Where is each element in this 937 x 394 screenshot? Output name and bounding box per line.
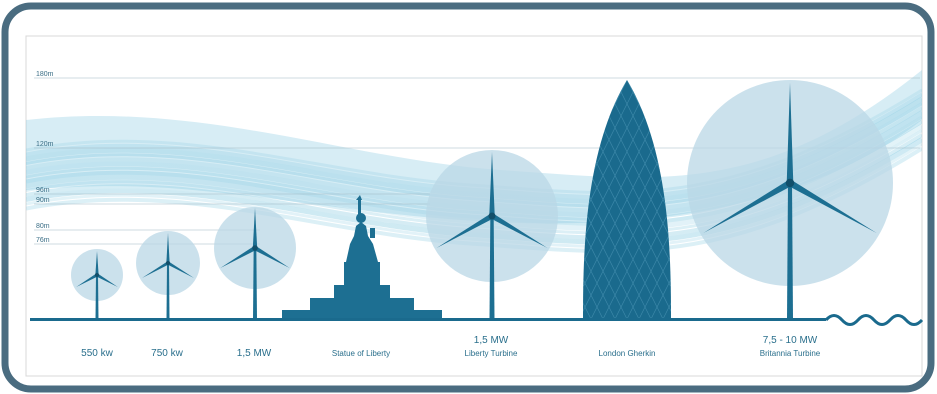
liberty-turbine-blade bbox=[490, 213, 548, 248]
turbine-550kw-tower bbox=[95, 275, 99, 319]
turbine-550kw-blade bbox=[76, 273, 98, 287]
liberty-turbine bbox=[426, 150, 558, 319]
liberty-turbine-blade bbox=[489, 152, 495, 216]
turbine-750kw-blade bbox=[167, 261, 194, 278]
liberty-turbine-tower bbox=[489, 216, 495, 319]
turbine-750kw-blade bbox=[166, 233, 170, 263]
turbine-1-5mw-tower bbox=[253, 248, 257, 319]
structures bbox=[282, 80, 671, 319]
caption-britannia-turbine-name: Britannia Turbine bbox=[760, 349, 821, 358]
turbine-1-5mw-blade bbox=[220, 246, 257, 268]
caption-1-5mw: 1,5 MW bbox=[237, 348, 272, 359]
caption-750kw: 750 kw bbox=[151, 348, 183, 359]
turbine-1-5mw-hub bbox=[252, 245, 258, 251]
liberty-turbine-hub bbox=[488, 212, 496, 220]
britannia-turbine-tower bbox=[787, 183, 793, 319]
britannia-turbine-blade bbox=[703, 180, 792, 233]
turbine-1-5mw-blade bbox=[252, 208, 258, 248]
statue-of-liberty-silhouette bbox=[282, 195, 442, 319]
caption-liberty-turbine-name: Liberty Turbine bbox=[465, 349, 518, 358]
turbines bbox=[71, 80, 893, 319]
liberty-turbine-blade bbox=[436, 213, 494, 248]
height-label-80m: 80m bbox=[36, 223, 50, 230]
turbine-1-5mw-blade bbox=[253, 246, 290, 268]
caption-britannia-turbine-power: 7,5 - 10 MW bbox=[763, 335, 818, 346]
height-label-180m: 180m bbox=[36, 71, 54, 78]
turbine-750kw-hub bbox=[165, 260, 171, 266]
turbine-1-5mw bbox=[214, 207, 296, 319]
britannia-turbine-hub bbox=[785, 178, 795, 188]
turbine-550kw-blade bbox=[96, 273, 118, 287]
caption-liberty-turbine-power: 1,5 MW bbox=[474, 335, 509, 346]
britannia-turbine bbox=[687, 80, 893, 319]
turbine-750kw-blade bbox=[142, 261, 169, 278]
turbine-550kw-hub bbox=[94, 272, 100, 278]
turbine-550kw bbox=[71, 249, 123, 319]
turbine-550kw-blade bbox=[95, 251, 99, 275]
height-label-76m: 76m bbox=[36, 237, 50, 244]
turbine-750kw-tower bbox=[166, 263, 170, 319]
ground-line bbox=[30, 318, 826, 321]
caption-550kw: 550 kw bbox=[81, 348, 113, 359]
height-label-90m: 90m bbox=[36, 197, 50, 204]
caption-statue-of-liberty: Statue of Liberty bbox=[332, 349, 390, 358]
turbine-750kw bbox=[136, 231, 200, 319]
height-label-96m: 96m bbox=[36, 187, 50, 194]
caption-london-gherkin: London Gherkin bbox=[599, 349, 656, 358]
britannia-turbine-blade bbox=[786, 83, 794, 183]
height-label-120m: 120m bbox=[36, 141, 54, 148]
sea-waves bbox=[824, 314, 924, 326]
britannia-turbine-blade bbox=[788, 180, 877, 233]
